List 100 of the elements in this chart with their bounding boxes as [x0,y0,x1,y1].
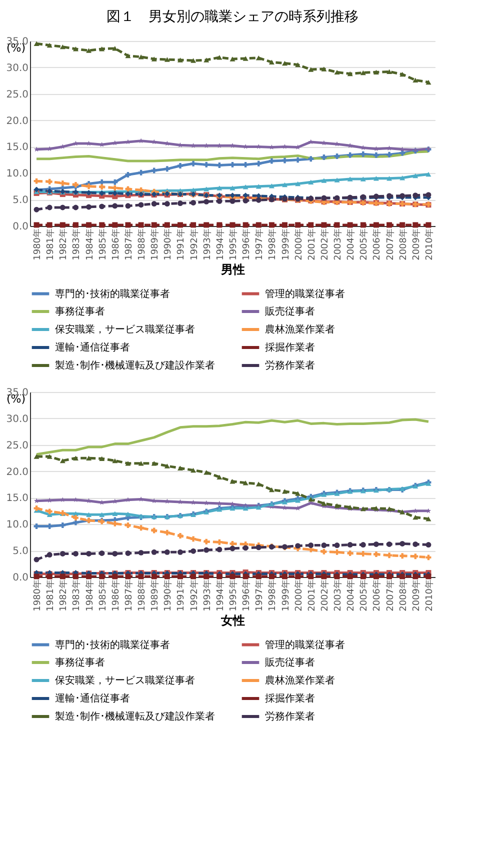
point [34,222,40,228]
point [60,44,66,50]
point [242,574,248,580]
legend-label: 労務作業者 [265,710,315,722]
point [138,574,144,580]
chart-title: 図１ 男女別の職業シェアの時系列推移 [106,9,358,25]
legend-label: 販売従事者 [265,306,315,318]
point [334,549,340,555]
point [178,163,183,168]
point [216,546,222,552]
point [256,482,262,486]
point [400,176,406,180]
point [164,530,170,536]
point [242,198,248,204]
point [60,204,66,210]
point [125,460,131,466]
point [99,512,105,517]
point [282,144,288,149]
legend-label: 採掘作業者 [265,692,315,704]
point [46,222,52,228]
point [34,206,40,212]
x-tick-label: 2001年 [306,228,318,260]
point [295,62,301,68]
point [256,184,262,189]
legend-label: 事務従事者 [55,656,105,668]
point [426,172,432,177]
point [216,55,222,60]
point [282,158,288,164]
point [112,203,118,209]
point [138,54,144,60]
point [268,183,274,188]
legend-label: 保安職業，サービス職業従事者 [55,674,195,686]
point [230,198,236,204]
legend-label: 労務作業者 [265,360,315,372]
point [216,198,222,204]
legend-label: 農林漁業作業者 [265,324,335,336]
point [386,552,392,558]
point [46,42,52,48]
point [334,70,340,75]
point [164,166,170,172]
point [34,454,40,459]
point [72,520,78,526]
x-tick-label: 2002年 [319,580,330,612]
legend-label: 採掘作業者 [265,342,315,354]
point [112,574,118,580]
point [99,550,105,556]
x-tick-label: 1999年 [280,228,292,260]
x-tick-label: 1988年 [136,228,148,260]
point [216,539,222,545]
point [400,540,406,546]
x-tick-label: 1984年 [84,228,96,260]
point [46,178,52,184]
x-tick-label: 1989年 [150,580,161,612]
point [178,466,183,470]
point [86,204,92,210]
point [60,574,66,580]
point [347,152,353,158]
x-tick-label: 1985年 [97,580,108,612]
point [400,72,406,77]
x-tick-label: 1983年 [71,228,82,260]
point [86,512,92,517]
x-tick-label: 1997年 [254,580,266,612]
point [321,574,327,580]
x-tick-label: 1983年 [71,580,82,612]
point [282,574,288,580]
point [321,154,327,160]
legend-label: 管理的職業従事者 [265,638,345,651]
x-tick-label: 2006年 [372,228,383,260]
point [46,454,52,459]
point [204,186,210,192]
legend-label: 専門的･技術的職業従事者 [55,288,170,300]
point [190,574,196,580]
point [204,470,210,475]
y-tick-label: 30.0 [6,62,28,74]
x-tick-label: 1987年 [123,228,134,260]
point [190,222,196,228]
point [295,157,301,163]
point [178,222,183,228]
x-tick-label: 1993年 [202,580,213,612]
point [125,203,131,209]
point [99,456,105,461]
point [373,176,379,181]
point [308,67,314,72]
x-tick-label: 1981年 [45,580,56,612]
x-tick-label: 1988年 [136,580,148,612]
legend-label: 農林漁業作業者 [265,674,335,686]
point [72,456,78,460]
x-tick-label: 1994年 [214,228,226,260]
point [204,547,210,553]
point [373,70,379,75]
x-tick-label: 1991年 [176,228,187,260]
point [138,460,144,466]
point [125,222,131,228]
point [295,543,301,549]
legend-label: 製造･制作･機械運転及び建設作業者 [55,710,215,722]
x-axis-title: 女性 [220,613,245,628]
point [268,574,274,580]
x-tick-label: 1995年 [228,580,239,612]
point [321,501,327,506]
point [72,204,78,210]
